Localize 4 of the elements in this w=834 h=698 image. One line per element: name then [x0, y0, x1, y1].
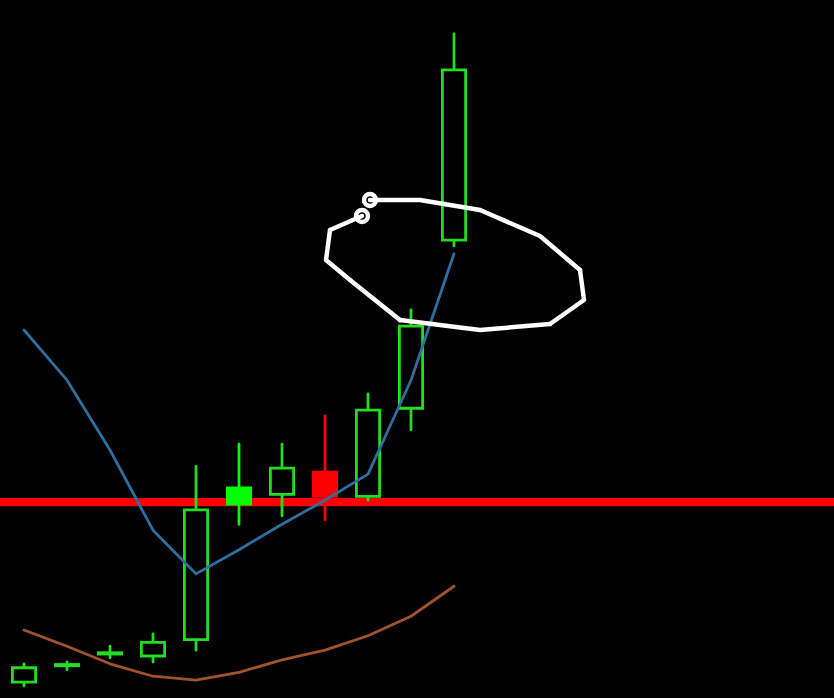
candlestick	[226, 442, 252, 526]
candlestick	[269, 442, 295, 518]
candlestick	[11, 662, 37, 688]
candlestick	[140, 632, 166, 664]
